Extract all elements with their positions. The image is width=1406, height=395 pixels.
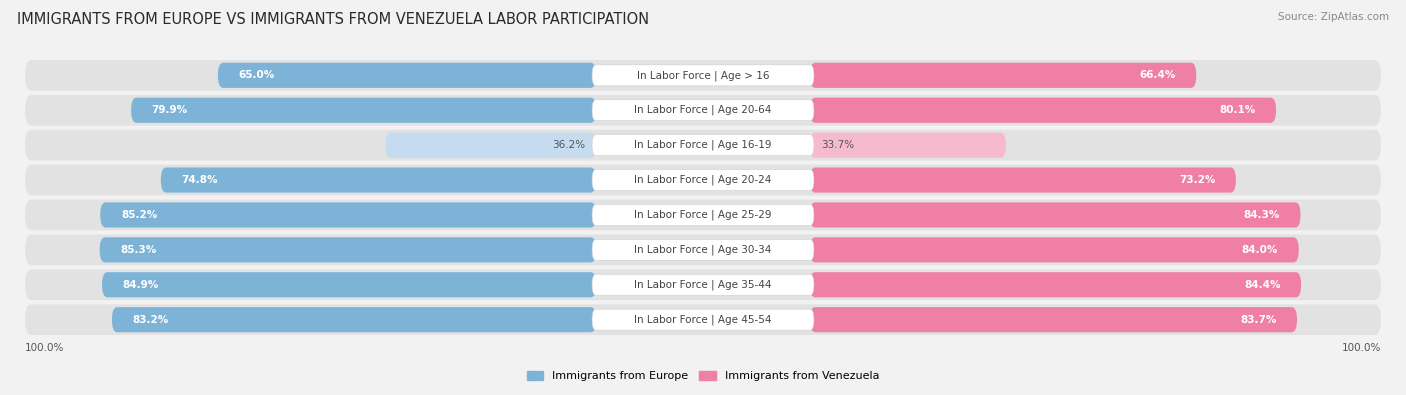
Text: 33.7%: 33.7%: [821, 140, 853, 150]
FancyBboxPatch shape: [25, 130, 1381, 160]
Text: 73.2%: 73.2%: [1178, 175, 1215, 185]
Text: In Labor Force | Age 30-34: In Labor Force | Age 30-34: [634, 245, 772, 255]
FancyBboxPatch shape: [810, 272, 1301, 297]
FancyBboxPatch shape: [592, 274, 814, 295]
Text: 65.0%: 65.0%: [239, 70, 274, 80]
FancyBboxPatch shape: [810, 237, 1299, 262]
FancyBboxPatch shape: [25, 165, 1381, 196]
FancyBboxPatch shape: [131, 98, 596, 123]
FancyBboxPatch shape: [100, 237, 596, 262]
FancyBboxPatch shape: [592, 65, 814, 86]
FancyBboxPatch shape: [103, 272, 596, 297]
FancyBboxPatch shape: [810, 98, 1277, 123]
FancyBboxPatch shape: [25, 199, 1381, 230]
Text: 36.2%: 36.2%: [553, 140, 585, 150]
FancyBboxPatch shape: [25, 95, 1381, 126]
Text: In Labor Force | Age 20-24: In Labor Force | Age 20-24: [634, 175, 772, 185]
Text: In Labor Force | Age 25-29: In Labor Force | Age 25-29: [634, 210, 772, 220]
FancyBboxPatch shape: [592, 309, 814, 330]
Text: 84.9%: 84.9%: [122, 280, 159, 290]
FancyBboxPatch shape: [810, 63, 1197, 88]
Text: 83.7%: 83.7%: [1240, 315, 1277, 325]
Text: 84.0%: 84.0%: [1241, 245, 1278, 255]
FancyBboxPatch shape: [810, 202, 1301, 228]
FancyBboxPatch shape: [25, 60, 1381, 91]
Text: In Labor Force | Age 20-64: In Labor Force | Age 20-64: [634, 105, 772, 115]
Text: 84.3%: 84.3%: [1243, 210, 1279, 220]
Text: 85.3%: 85.3%: [121, 245, 156, 255]
Text: 100.0%: 100.0%: [25, 342, 65, 353]
Text: Source: ZipAtlas.com: Source: ZipAtlas.com: [1278, 12, 1389, 22]
Text: 80.1%: 80.1%: [1219, 105, 1256, 115]
FancyBboxPatch shape: [25, 304, 1381, 335]
FancyBboxPatch shape: [810, 307, 1298, 332]
Text: IMMIGRANTS FROM EUROPE VS IMMIGRANTS FROM VENEZUELA LABOR PARTICIPATION: IMMIGRANTS FROM EUROPE VS IMMIGRANTS FRO…: [17, 12, 650, 27]
Text: 74.8%: 74.8%: [181, 175, 218, 185]
Text: In Labor Force | Age 45-54: In Labor Force | Age 45-54: [634, 314, 772, 325]
FancyBboxPatch shape: [592, 135, 814, 156]
FancyBboxPatch shape: [385, 133, 596, 158]
Text: 83.2%: 83.2%: [132, 315, 169, 325]
FancyBboxPatch shape: [25, 235, 1381, 265]
FancyBboxPatch shape: [112, 307, 596, 332]
FancyBboxPatch shape: [25, 269, 1381, 300]
FancyBboxPatch shape: [592, 169, 814, 190]
FancyBboxPatch shape: [810, 167, 1236, 193]
Text: In Labor Force | Age > 16: In Labor Force | Age > 16: [637, 70, 769, 81]
FancyBboxPatch shape: [810, 133, 1005, 158]
FancyBboxPatch shape: [160, 167, 596, 193]
FancyBboxPatch shape: [592, 205, 814, 226]
Legend: Immigrants from Europe, Immigrants from Venezuela: Immigrants from Europe, Immigrants from …: [527, 371, 879, 381]
Text: 79.9%: 79.9%: [152, 105, 188, 115]
Text: 66.4%: 66.4%: [1139, 70, 1175, 80]
Text: In Labor Force | Age 16-19: In Labor Force | Age 16-19: [634, 140, 772, 150]
FancyBboxPatch shape: [100, 202, 596, 228]
Text: 100.0%: 100.0%: [1341, 342, 1381, 353]
FancyBboxPatch shape: [592, 239, 814, 260]
FancyBboxPatch shape: [218, 63, 596, 88]
Text: 85.2%: 85.2%: [121, 210, 157, 220]
Text: In Labor Force | Age 35-44: In Labor Force | Age 35-44: [634, 280, 772, 290]
Text: 84.4%: 84.4%: [1244, 280, 1281, 290]
FancyBboxPatch shape: [592, 100, 814, 121]
